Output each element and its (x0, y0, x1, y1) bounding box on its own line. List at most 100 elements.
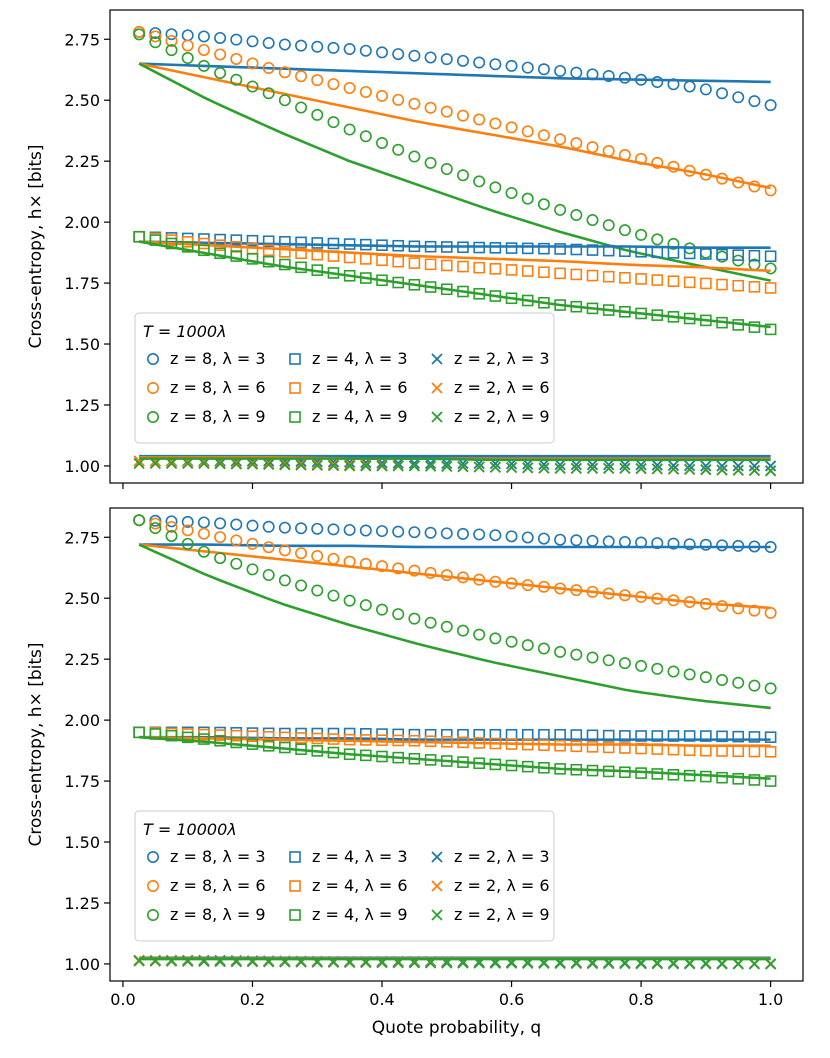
data-point (149, 30, 162, 43)
data-point (603, 957, 615, 970)
data-point (538, 462, 550, 474)
data-point (602, 535, 615, 548)
data-point (521, 728, 534, 741)
data-point (133, 955, 145, 967)
data-point (165, 520, 178, 533)
data-point (489, 758, 502, 771)
data-point (424, 616, 437, 629)
data-point (764, 323, 777, 336)
data-point (457, 285, 469, 298)
data-point (683, 769, 696, 782)
data-point (586, 585, 599, 598)
data-point (570, 729, 583, 741)
data-point (570, 243, 583, 256)
data-point (570, 208, 583, 221)
y-tick-label: 1.75 (64, 772, 100, 791)
data-point (149, 517, 162, 530)
data-point (700, 277, 712, 290)
data-point (440, 241, 453, 253)
data-point (505, 59, 518, 72)
data-point (505, 264, 518, 276)
data-point (327, 116, 340, 129)
data-point (279, 741, 291, 754)
data-point (603, 462, 615, 475)
data-point (230, 250, 243, 262)
data-point (262, 37, 275, 50)
data-point (198, 244, 210, 257)
data-point (246, 458, 259, 470)
x-axis-label: Quote probability, q (372, 1018, 541, 1038)
series-bottom-1 (133, 514, 777, 619)
data-point (262, 244, 275, 257)
data-point (181, 515, 194, 528)
data-point (279, 727, 291, 740)
data-point (408, 734, 421, 747)
data-point (360, 734, 372, 746)
data-point (278, 574, 291, 587)
data-point (343, 956, 356, 969)
data-point (165, 955, 178, 967)
data-point (684, 460, 696, 472)
data-point (376, 254, 388, 267)
data-point (684, 958, 696, 970)
data-point (360, 460, 372, 472)
data-point (181, 39, 194, 52)
data-point (149, 234, 162, 246)
data-point (505, 957, 518, 969)
data-point (165, 28, 178, 41)
data-point (635, 536, 648, 549)
data-point (554, 133, 567, 146)
data-point (554, 739, 566, 752)
data-point (537, 129, 550, 142)
data-point (505, 242, 518, 254)
data-point (667, 459, 680, 472)
data-point (295, 956, 307, 968)
data-point (473, 261, 485, 274)
series-bottom-0 (133, 514, 777, 554)
data-point (408, 957, 421, 969)
data-point (392, 525, 405, 538)
data-point (716, 771, 728, 784)
data-point (262, 61, 275, 74)
legend-title: T = 10000λ (143, 820, 237, 839)
data-point (424, 156, 437, 169)
data-point (683, 312, 696, 325)
data-point (554, 645, 567, 658)
theory-line (138, 62, 771, 190)
data-point (343, 238, 356, 250)
data-point (360, 272, 372, 284)
y-tick-label: 1.50 (64, 335, 100, 354)
data-point (327, 237, 340, 250)
data-point (198, 457, 210, 470)
data-point (440, 163, 453, 176)
data-point (699, 83, 712, 96)
data-point (473, 241, 485, 254)
data-point (667, 730, 680, 742)
data-point (667, 275, 680, 287)
data-point (181, 241, 194, 253)
legend-marker (431, 353, 443, 365)
data-point (651, 246, 664, 259)
data-point (278, 38, 291, 51)
y-tick-label: 1.25 (64, 396, 100, 415)
data-point (586, 302, 599, 315)
data-point (376, 136, 389, 149)
data-point (246, 57, 259, 70)
data-point (343, 594, 356, 607)
data-point (570, 300, 583, 313)
data-point (279, 956, 291, 968)
data-point (764, 99, 777, 112)
data-point (473, 113, 486, 126)
data-point (651, 537, 664, 550)
data-point (311, 74, 324, 87)
legend-marker (431, 880, 443, 892)
data-point (424, 240, 437, 253)
data-point (748, 745, 761, 758)
data-point (457, 756, 469, 768)
data-point (635, 462, 647, 475)
data-point (246, 253, 259, 265)
data-point (683, 595, 696, 608)
theory-line (139, 735, 771, 780)
data-point (278, 66, 291, 79)
data-point (618, 148, 631, 161)
